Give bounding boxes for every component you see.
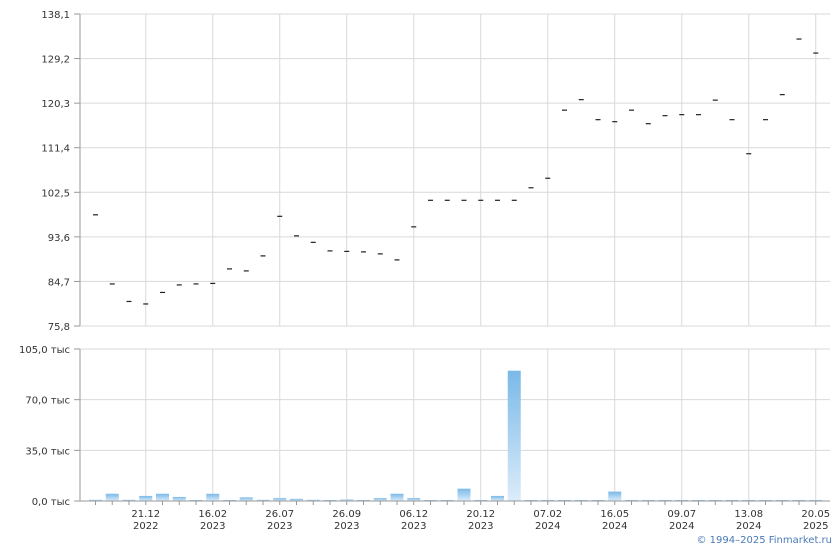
volume-bar <box>306 499 320 501</box>
volume-ytick-label: 35,0 тыс <box>25 446 70 457</box>
volume-bar <box>206 493 220 501</box>
x-tick-date-label: 26.09 <box>332 509 361 520</box>
volume-bar <box>122 499 136 501</box>
x-tick-year-label: 2023 <box>267 521 292 532</box>
x-tick-year-label: 2023 <box>468 521 493 532</box>
volume-bar <box>608 491 622 501</box>
volume-bar <box>256 499 270 501</box>
price-ytick-label: 129,2 <box>41 55 70 66</box>
x-tick-date-label: 21.12 <box>131 509 160 520</box>
price-ytick-label: 120,3 <box>41 99 70 110</box>
price-ytick-label: 138,1 <box>41 10 70 21</box>
x-tick-year-label: 2023 <box>334 521 359 532</box>
volume-bar <box>390 493 404 501</box>
price-ytick-label: 84,7 <box>48 277 70 288</box>
price-ytick-label: 93,6 <box>48 233 70 244</box>
price-ytick-label: 102,5 <box>41 188 70 199</box>
x-tick-date-label: 16.05 <box>600 509 629 520</box>
x-tick-date-label: 06.12 <box>399 509 428 520</box>
volume-bar <box>407 498 421 501</box>
x-tick-year-label: 2024 <box>669 521 694 532</box>
x-tick-year-label: 2024 <box>736 521 761 532</box>
x-tick-year-label: 2024 <box>535 521 560 532</box>
x-tick-year-label: 2022 <box>133 521 158 532</box>
volume-bar <box>273 498 287 501</box>
x-tick-date-label: 20.05 <box>801 509 830 520</box>
x-tick-year-label: 2024 <box>602 521 627 532</box>
volume-bar <box>507 370 521 501</box>
price-ytick-label: 75,8 <box>48 322 70 333</box>
volume-ytick-label: 70,0 тыс <box>25 396 70 407</box>
x-tick-year-label: 2023 <box>401 521 426 532</box>
volume-bar <box>239 497 253 501</box>
x-tick-date-label: 20.12 <box>466 509 495 520</box>
volume-bar <box>290 498 303 501</box>
x-tick-year-label: 2023 <box>200 521 225 532</box>
volume-bar <box>105 493 119 501</box>
volume-bar <box>156 493 169 501</box>
volume-bar <box>139 495 153 501</box>
x-tick-date-label: 13.08 <box>734 509 763 520</box>
volume-ytick-label: 0,0 тыс <box>32 497 70 508</box>
price-ytick-label: 111,4 <box>41 144 70 155</box>
volume-bar <box>340 499 354 501</box>
x-tick-year-label: 2025 <box>803 521 828 532</box>
volume-bar <box>491 495 504 501</box>
copyright-text: © 1994–2025 Finmarket.ru <box>696 535 832 546</box>
x-tick-date-label: 26.07 <box>265 509 294 520</box>
volume-ytick-label: 105,0 тыс <box>19 345 70 356</box>
volume-bar <box>89 499 102 501</box>
x-tick-date-label: 09.07 <box>667 509 696 520</box>
x-tick-date-label: 07.02 <box>533 509 562 520</box>
volume-bar <box>373 498 387 501</box>
x-tick-date-label: 16.02 <box>198 509 227 520</box>
volume-bar <box>172 496 186 501</box>
volume-bar <box>457 488 471 501</box>
